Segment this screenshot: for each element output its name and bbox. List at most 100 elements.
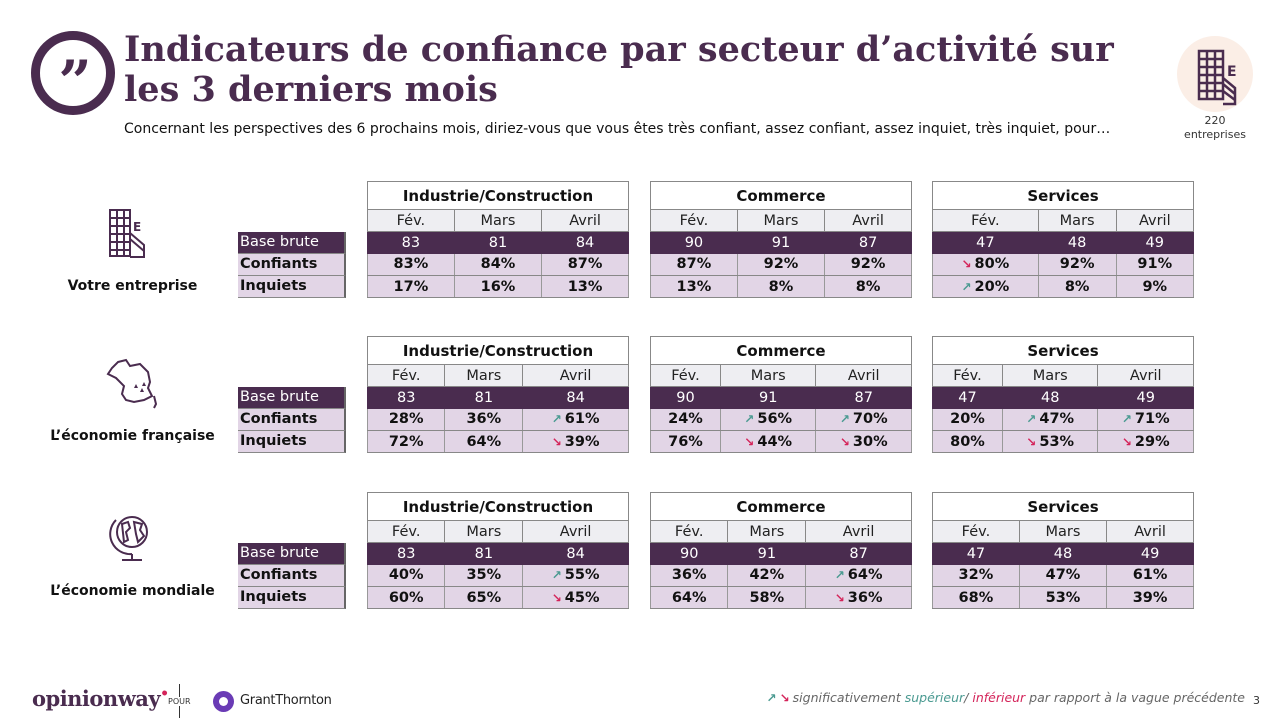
sector-table-commerce: Commerce Fév. Mars Avril 90 91 87 87% 92% 92% 13% 8… xyxy=(650,181,912,298)
arrow-down-icon: ↘ xyxy=(961,257,972,272)
confident-cell: 24% xyxy=(650,408,721,431)
base-cell: 91 xyxy=(719,386,817,409)
worried-cell: 8% xyxy=(736,275,826,298)
block-label-entreprise: Votre entreprise xyxy=(67,278,198,294)
month-header: Fév. xyxy=(650,364,721,387)
confident-cell: 61% xyxy=(1106,564,1194,587)
worried-cell: ↘ 30% xyxy=(815,430,912,453)
worried-cell: 53% xyxy=(1018,586,1108,609)
significance-legend: ↗ ↘ significativement supérieur/ inférieur… xyxy=(766,690,1245,705)
base-cell: 87 xyxy=(805,542,912,565)
sector-table-industrie-construction: Industrie/Construction Fév. Mars Avril 83 81 8… xyxy=(366,492,629,609)
worried-cell: ↘ 29% xyxy=(1097,430,1194,453)
confident-cell: 32% xyxy=(932,564,1020,587)
base-cell: 81 xyxy=(453,231,543,254)
sector-title: Industrie/Construction xyxy=(367,181,629,210)
confident-cell: ↗ 55% xyxy=(522,564,629,587)
confident-cell: 47% xyxy=(1018,564,1108,587)
month-header: Mars xyxy=(1037,209,1117,232)
worried-cell: 13% xyxy=(650,275,738,298)
row-labels-france: Base brute Confiants Inquiets xyxy=(238,387,346,453)
confident-cell: 91% xyxy=(1115,253,1195,276)
month-header: Fév. xyxy=(650,209,738,232)
base-cell: 84 xyxy=(541,231,629,254)
worried-cell: 13% xyxy=(541,275,629,298)
arrow-down-icon: ↘ xyxy=(551,590,562,605)
sector-title: Services xyxy=(932,492,1194,521)
confident-cell: 87% xyxy=(650,253,738,276)
base-cell: 48 xyxy=(1018,542,1108,565)
confident-cell: 40% xyxy=(366,564,446,587)
month-header: Avril xyxy=(1106,520,1194,543)
month-header: Avril xyxy=(824,209,912,232)
pour-label: POUR xyxy=(166,697,193,706)
arrow-up-icon: ↗ xyxy=(834,568,845,583)
confident-cell: 87% xyxy=(541,253,629,276)
worried-cell: 17% xyxy=(367,275,455,298)
confident-cell: 84% xyxy=(453,253,543,276)
sector-table-services: Services Fév. Mars Avril 47 48 49 20% ↗ 47% ↗ 71% 80… xyxy=(932,336,1194,453)
base-cell: 90 xyxy=(649,542,729,565)
sector-table-industrie-construction: Industrie/Construction Fév. Mars Avril 83 81 8… xyxy=(367,181,629,298)
confident-cell: ↗ 61% xyxy=(522,408,629,431)
arrow-down-icon: ↘ xyxy=(744,434,755,449)
base-cell: 48 xyxy=(1001,386,1099,409)
sector-title: Services xyxy=(932,336,1194,365)
block-label-monde: L’économie mondiale xyxy=(50,583,215,599)
confident-cell: 35% xyxy=(444,564,524,587)
confident-cell: ↗ 70% xyxy=(815,408,912,431)
worried-cell: 64% xyxy=(649,586,729,609)
month-header: Mars xyxy=(444,520,524,543)
base-cell: 91 xyxy=(736,231,826,254)
month-header: Mars xyxy=(727,520,807,543)
globe-icon xyxy=(109,516,148,561)
worried-cell: 9% xyxy=(1115,275,1195,298)
confident-cell: ↗ 64% xyxy=(805,564,912,587)
confident-cell: ↘ 80% xyxy=(932,253,1039,276)
confident-cell: 83% xyxy=(367,253,455,276)
arrow-down-icon: ↘ xyxy=(839,434,850,449)
confident-cell: 36% xyxy=(649,564,729,587)
base-cell: 81 xyxy=(444,542,524,565)
sector-table-services: Services Fév. Mars Avril 47 48 49 ↘ 80% 92% 91% ↗ 20… xyxy=(932,181,1195,298)
worried-cell: 8% xyxy=(824,275,912,298)
month-header: Mars xyxy=(1018,520,1108,543)
confident-cell: 42% xyxy=(727,564,807,587)
month-header: Mars xyxy=(719,364,817,387)
confident-cell: 92% xyxy=(1037,253,1117,276)
sector-title: Industrie/Construction xyxy=(367,492,629,521)
confident-cell: ↗ 47% xyxy=(1001,408,1099,431)
arrow-up-icon: ↗ xyxy=(744,412,755,427)
month-header: Mars xyxy=(1001,364,1099,387)
worried-cell: 68% xyxy=(932,586,1020,609)
arrow-up-icon: ↗ xyxy=(1026,412,1037,427)
sector-table-commerce: Commerce Fév. Mars Avril 90 91 87 24% ↗ 56% ↗ 70% 76… xyxy=(650,336,912,453)
month-header: Avril xyxy=(1115,209,1195,232)
arrow-up-icon: ↗ xyxy=(961,279,972,294)
question-text: Concernant les perspectives des 6 procha… xyxy=(124,121,1111,137)
row-labels-entreprise: Base brute Confiants Inquiets xyxy=(238,232,346,298)
page-title: Indicateurs de confiance par secteur d’a… xyxy=(124,29,1114,110)
row-labels-monde: Base brute Confiants Inquiets xyxy=(238,543,346,609)
grant-thornton-logo-icon xyxy=(213,691,234,712)
worried-cell: 80% xyxy=(932,430,1003,453)
base-cell: 84 xyxy=(522,542,629,565)
month-header: Fév. xyxy=(366,520,446,543)
worried-cell: 76% xyxy=(650,430,721,453)
worried-cell: ↘ 53% xyxy=(1001,430,1099,453)
base-cell: 49 xyxy=(1097,386,1194,409)
month-header: Fév. xyxy=(367,209,455,232)
building-icon: E xyxy=(1177,36,1253,112)
svg-text:E: E xyxy=(133,220,141,234)
sector-title: Commerce xyxy=(650,492,912,521)
worried-cell: 72% xyxy=(366,430,446,453)
arrow-down-icon: ↘ xyxy=(779,691,790,705)
month-header: Fév. xyxy=(932,209,1039,232)
base-cell: 83 xyxy=(366,386,446,409)
worried-cell: 39% xyxy=(1106,586,1194,609)
month-header: Fév. xyxy=(649,520,729,543)
worried-cell: ↘ 45% xyxy=(522,586,629,609)
arrow-up-icon: ↗ xyxy=(551,568,562,583)
sector-title: Commerce xyxy=(650,336,912,365)
sector-table-services: Services Fév. Mars Avril 47 48 49 32% 47% 61% 68% 5… xyxy=(932,492,1194,609)
